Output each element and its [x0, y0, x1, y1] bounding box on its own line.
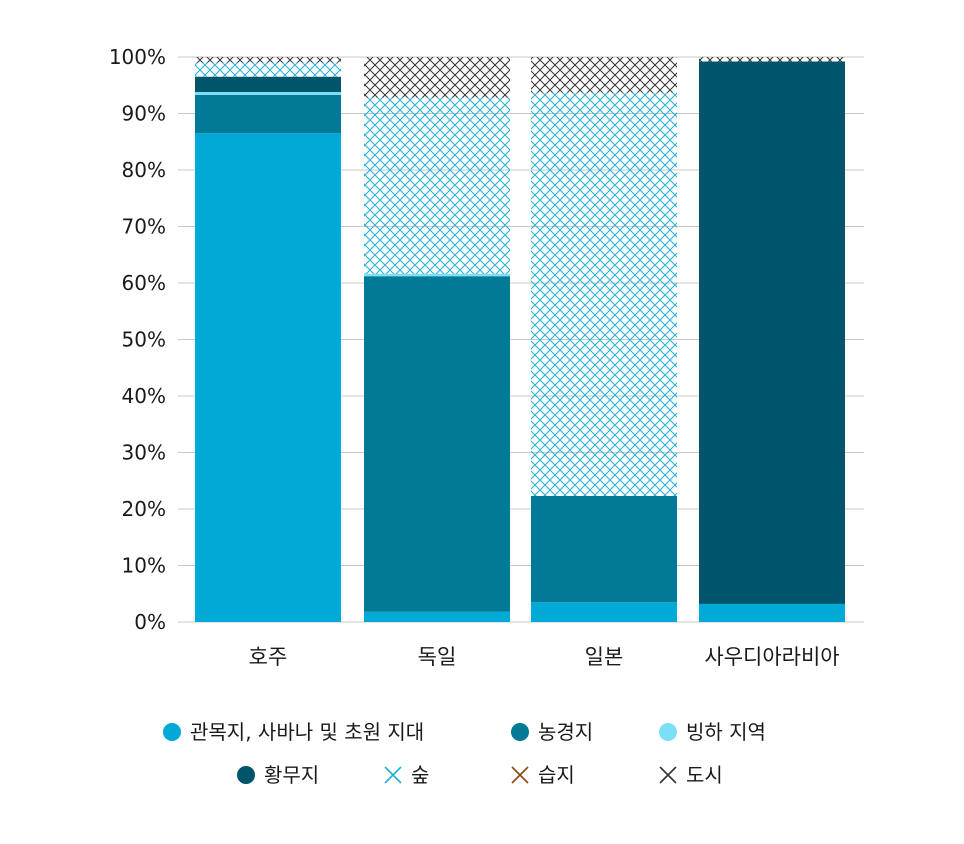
bar-segment — [531, 496, 677, 603]
legend-item: 숲 — [384, 763, 429, 787]
legend-dot-marker — [511, 723, 529, 741]
legend-dot-marker — [659, 723, 677, 741]
y-tick-label: 80% — [122, 158, 166, 182]
legend-item: 농경지 — [511, 720, 593, 744]
bar-segment — [531, 602, 677, 622]
bar-segment — [364, 276, 510, 612]
bar-segment — [195, 62, 341, 77]
bar-segment — [195, 92, 341, 95]
y-tick-label: 10% — [122, 554, 166, 578]
legend-label: 농경지 — [538, 720, 593, 744]
bar-segment — [531, 57, 677, 93]
y-tick-label: 90% — [122, 102, 166, 126]
legend-item: 관목지, 사바나 및 초원 지대 — [163, 720, 424, 744]
bar-segment — [364, 273, 510, 277]
legend-hatch-marker — [511, 766, 529, 784]
y-tick-label: 50% — [122, 328, 166, 352]
legend-label: 숲 — [411, 763, 429, 787]
y-tick-label: 40% — [122, 384, 166, 408]
bar-segment — [195, 57, 341, 63]
legend-item: 황무지 — [237, 763, 319, 787]
bar-segment — [364, 97, 510, 274]
legend-item: 도시 — [659, 763, 723, 787]
bar-segment — [699, 61, 845, 604]
legend-label: 황무지 — [264, 763, 319, 787]
legend-label: 관목지, 사바나 및 초원 지대 — [190, 720, 424, 744]
x-category-label: 독일 — [418, 645, 457, 669]
legend-label: 습지 — [538, 763, 575, 787]
legend-hatch-marker — [384, 766, 402, 784]
x-category-label: 일본 — [585, 645, 624, 669]
legend-label: 빙하 지역 — [686, 720, 766, 744]
bar-segment — [195, 94, 341, 134]
y-tick-label: 30% — [122, 441, 166, 465]
bar-segment — [699, 603, 845, 622]
legend-label: 도시 — [686, 763, 723, 787]
y-axis: 0% 10% 20% 30% 40% 50% 60% 70% 80% 90% 100% — [109, 45, 166, 634]
x-axis: 호주 독일 일본 사우디아라비아 — [249, 645, 840, 669]
y-tick-label: 0% — [134, 610, 166, 634]
bar-segment — [531, 92, 677, 497]
bars — [195, 57, 845, 622]
legend-hatch-marker — [659, 766, 677, 784]
y-tick-label: 20% — [122, 497, 166, 521]
x-category-label: 사우디아라비아 — [704, 645, 839, 669]
bar-segment — [364, 611, 510, 622]
legend-dot-marker — [237, 766, 255, 784]
bar-segment — [195, 76, 341, 93]
legend-dot-marker — [163, 723, 181, 741]
legend-item: 빙하 지역 — [659, 720, 766, 744]
y-tick-label: 70% — [122, 215, 166, 239]
bar-segment — [195, 133, 341, 622]
x-category-label: 호주 — [249, 645, 288, 669]
bar-segment — [364, 57, 510, 98]
legend-item: 습지 — [511, 763, 575, 787]
bar-segment — [699, 57, 845, 62]
y-tick-label: 60% — [122, 271, 166, 295]
y-tick-label: 100% — [109, 45, 166, 69]
